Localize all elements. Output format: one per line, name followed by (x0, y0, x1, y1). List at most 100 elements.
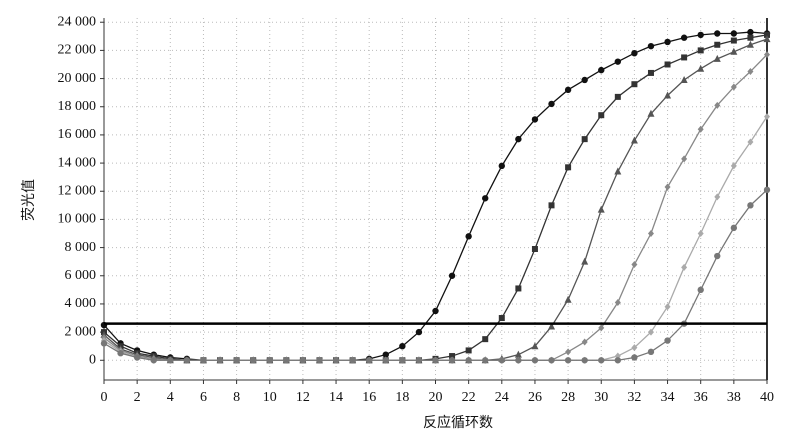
marker (598, 66, 605, 74)
marker (299, 357, 307, 364)
marker (747, 28, 754, 36)
marker (200, 357, 207, 364)
y-tick-label: 24 000 (58, 14, 97, 29)
marker (713, 54, 721, 62)
marker (730, 30, 738, 37)
marker (415, 328, 423, 336)
marker (465, 347, 472, 354)
marker (647, 42, 655, 50)
marker (581, 357, 588, 364)
marker (763, 186, 771, 194)
x-tick-label: 4 (167, 390, 174, 405)
marker (714, 252, 721, 260)
marker (631, 81, 638, 88)
marker (415, 357, 423, 364)
marker (664, 303, 671, 311)
marker (382, 351, 389, 358)
marker (614, 58, 622, 65)
marker (746, 40, 754, 48)
y-tick-label: 16 000 (58, 127, 97, 142)
x-tick-label: 16 (362, 390, 376, 405)
marker (482, 336, 489, 343)
marker (598, 324, 605, 332)
marker (697, 230, 704, 238)
y-tick-label: 18 000 (58, 99, 97, 114)
marker (498, 357, 505, 364)
marker (681, 155, 688, 163)
marker (531, 116, 539, 123)
marker (581, 338, 588, 346)
marker (581, 76, 588, 84)
marker (515, 285, 522, 292)
marker (631, 344, 638, 352)
x-tick-label: 14 (329, 390, 343, 405)
marker (714, 101, 721, 109)
marker (763, 35, 771, 43)
marker (548, 202, 555, 209)
marker (482, 195, 489, 202)
marker (349, 357, 356, 364)
marker (581, 257, 589, 265)
marker (482, 357, 489, 364)
marker (465, 233, 472, 240)
marker (697, 31, 704, 39)
marker (614, 299, 621, 307)
marker (564, 86, 572, 94)
x-tick-label: 40 (760, 390, 774, 405)
marker (764, 51, 770, 59)
marker (631, 354, 638, 361)
x-tick-label: 36 (694, 390, 708, 405)
marker (382, 357, 389, 364)
marker (366, 357, 373, 364)
marker (730, 83, 737, 91)
marker (150, 357, 157, 364)
marker (664, 183, 671, 191)
marker (514, 350, 522, 358)
marker (647, 348, 655, 356)
marker (332, 357, 340, 364)
y-tick-label: 0 (89, 352, 96, 367)
marker (531, 342, 539, 350)
marker (283, 357, 290, 364)
marker (133, 354, 141, 361)
marker (183, 357, 191, 364)
x-tick-label: 18 (395, 390, 409, 405)
marker (399, 342, 406, 350)
marker (764, 31, 770, 38)
marker (449, 353, 456, 360)
marker (730, 162, 737, 170)
marker (681, 263, 688, 271)
x-tick-label: 26 (528, 390, 542, 405)
marker (448, 272, 456, 279)
marker (233, 357, 240, 364)
y-tick-label: 8 000 (65, 240, 97, 255)
marker (167, 357, 174, 364)
marker (764, 113, 770, 121)
marker (680, 34, 688, 41)
marker (614, 357, 622, 364)
x-tick-label: 34 (661, 390, 675, 405)
marker (614, 167, 622, 175)
marker (697, 286, 704, 294)
x-tick-label: 12 (296, 390, 310, 405)
x-tick-label: 6 (200, 390, 207, 405)
marker (647, 230, 654, 238)
marker (730, 37, 737, 44)
marker (216, 357, 224, 364)
marker (448, 357, 456, 364)
marker (597, 205, 605, 213)
marker (117, 350, 124, 357)
marker (498, 315, 505, 322)
y-tick-label: 6 000 (65, 268, 97, 283)
marker (515, 135, 522, 143)
marker (631, 260, 638, 268)
marker (697, 125, 704, 133)
x-tick-label: 38 (727, 390, 741, 405)
y-tick-label: 20 000 (58, 71, 97, 86)
marker (399, 357, 406, 364)
y-tick-label: 10 000 (58, 212, 97, 227)
marker (664, 337, 671, 344)
x-tick-label: 32 (627, 390, 641, 405)
y-axis-label: 荧光值 (20, 179, 37, 221)
